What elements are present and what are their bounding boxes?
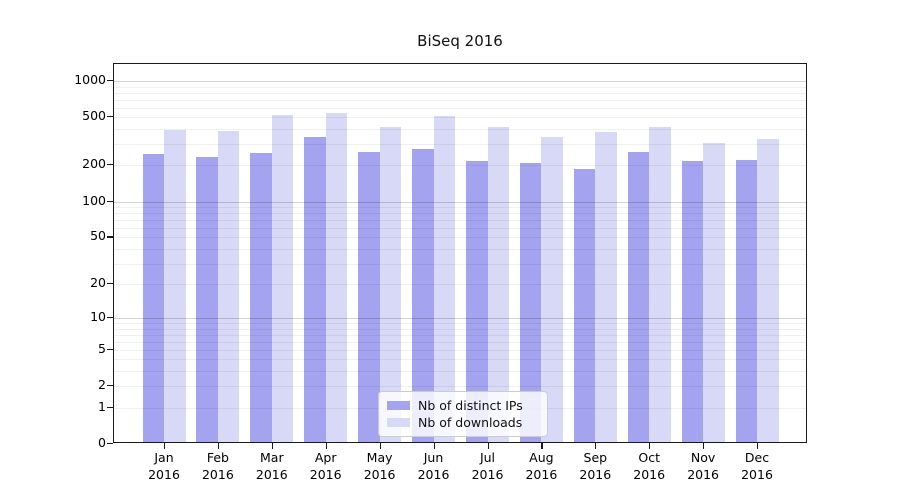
bar-ips-mar [250, 152, 272, 442]
y-tick-mark [107, 385, 113, 387]
bar-downloads-jun [433, 116, 455, 442]
gridline-minor [114, 129, 806, 130]
x-tick-label-jun: Jun 2016 [417, 450, 450, 482]
gridline-major [114, 80, 806, 82]
y-tick-label-1000: 1000 [74, 71, 106, 87]
x-tick-label-dec: Dec 2016 [741, 450, 773, 482]
gridline-minor [114, 107, 806, 109]
y-tick-label-10: 10 [90, 309, 106, 324]
x-tick-label-may: May 2016 [363, 450, 396, 482]
x-tick-label-aug: Aug 2016 [525, 450, 558, 482]
bar-ips-nov [681, 160, 704, 442]
legend: Nb of distinct IPs Nb of downloads [378, 391, 548, 437]
x-tick-label-mar: Mar 2016 [255, 450, 288, 482]
bar-downloads-sep [595, 131, 617, 442]
x-tick-mark [541, 443, 543, 449]
y-tick-mark [107, 79, 113, 82]
y-tick-mark [107, 443, 113, 445]
x-tick-mark [379, 443, 381, 449]
y-tick-mark [107, 348, 113, 350]
bar-downloads-nov [703, 143, 725, 442]
y-tick-label-1: 1 [98, 398, 106, 414]
bar-downloads-oct [649, 127, 671, 442]
bar-ips-dec [735, 159, 757, 442]
y-tick-label-0: 0 [98, 435, 106, 450]
legend-item-downloads: Nb of downloads [387, 414, 538, 431]
legend-item-distinct-ips: Nb of distinct IPs [387, 397, 538, 414]
y-tick-mark [107, 164, 113, 166]
bar-downloads-aug [541, 137, 563, 442]
y-tick-label-100: 100 [82, 192, 106, 208]
gridline-minor [114, 86, 806, 88]
y-tick-mark [107, 200, 113, 202]
bar-downloads-jul [487, 127, 509, 442]
bar-ips-apr [304, 137, 326, 442]
x-tick-mark [271, 443, 273, 449]
legend-swatch-downloads [387, 418, 410, 427]
bar-ips-jul [466, 160, 488, 442]
y-tick-mark [107, 317, 113, 319]
y-tick-mark [107, 236, 113, 238]
y-tick-label-20: 20 [90, 275, 106, 290]
bar-ips-sep [573, 168, 596, 442]
bar-downloads-mar [271, 115, 294, 442]
x-tick-label-jul: Jul 2016 [471, 450, 504, 482]
x-tick-mark [217, 443, 220, 449]
legend-swatch-distinct-ips [387, 401, 410, 410]
y-tick-mark [107, 283, 113, 285]
legend-label-distinct-ips: Nb of distinct IPs [418, 398, 523, 413]
x-tick-mark [649, 443, 651, 449]
x-tick-mark [433, 443, 435, 449]
legend-label-downloads: Nb of downloads [418, 415, 523, 430]
bar-ips-feb [196, 157, 218, 442]
x-tick-label-sep: Sep 2016 [579, 450, 612, 482]
bar-downloads-jan [164, 129, 186, 442]
plot-area [113, 63, 807, 443]
y-tick-label-200: 200 [82, 156, 106, 172]
bar-ips-aug [519, 163, 542, 442]
bar-ips-oct [627, 151, 650, 442]
y-tick-label-5: 5 [98, 340, 106, 356]
chart-title: BiSeq 2016 [417, 32, 503, 50]
x-tick-mark [487, 443, 489, 449]
bar-downloads-dec [757, 138, 779, 442]
x-tick-label-jan: Jan 2016 [148, 450, 180, 482]
gridline-minor [114, 92, 806, 94]
y-tick-mark [107, 116, 113, 118]
x-tick-label-feb: Feb 2016 [201, 450, 234, 482]
y-tick-mark [107, 406, 113, 408]
x-tick-mark [325, 443, 327, 449]
y-tick-label-2: 2 [98, 377, 106, 393]
bar-ips-jan [142, 153, 164, 442]
x-tick-mark [757, 443, 759, 449]
x-tick-label-oct: Oct 2016 [633, 450, 666, 482]
x-tick-mark [703, 443, 705, 449]
x-tick-label-nov: Nov 2016 [687, 450, 719, 482]
bar-ips-jun [412, 148, 434, 442]
bar-downloads-feb [217, 131, 240, 442]
y-tick-label-500: 500 [82, 108, 106, 124]
y-tick-label-50: 50 [90, 228, 106, 244]
bar-downloads-may [379, 127, 402, 442]
x-tick-mark [164, 443, 166, 449]
bar-ips-may [358, 151, 380, 442]
gridline-minor [114, 99, 806, 101]
x-tick-mark [595, 443, 597, 449]
x-tick-label-apr: Apr 2016 [309, 450, 342, 482]
gridline-minor [114, 117, 806, 119]
bar-downloads-apr [325, 113, 348, 442]
